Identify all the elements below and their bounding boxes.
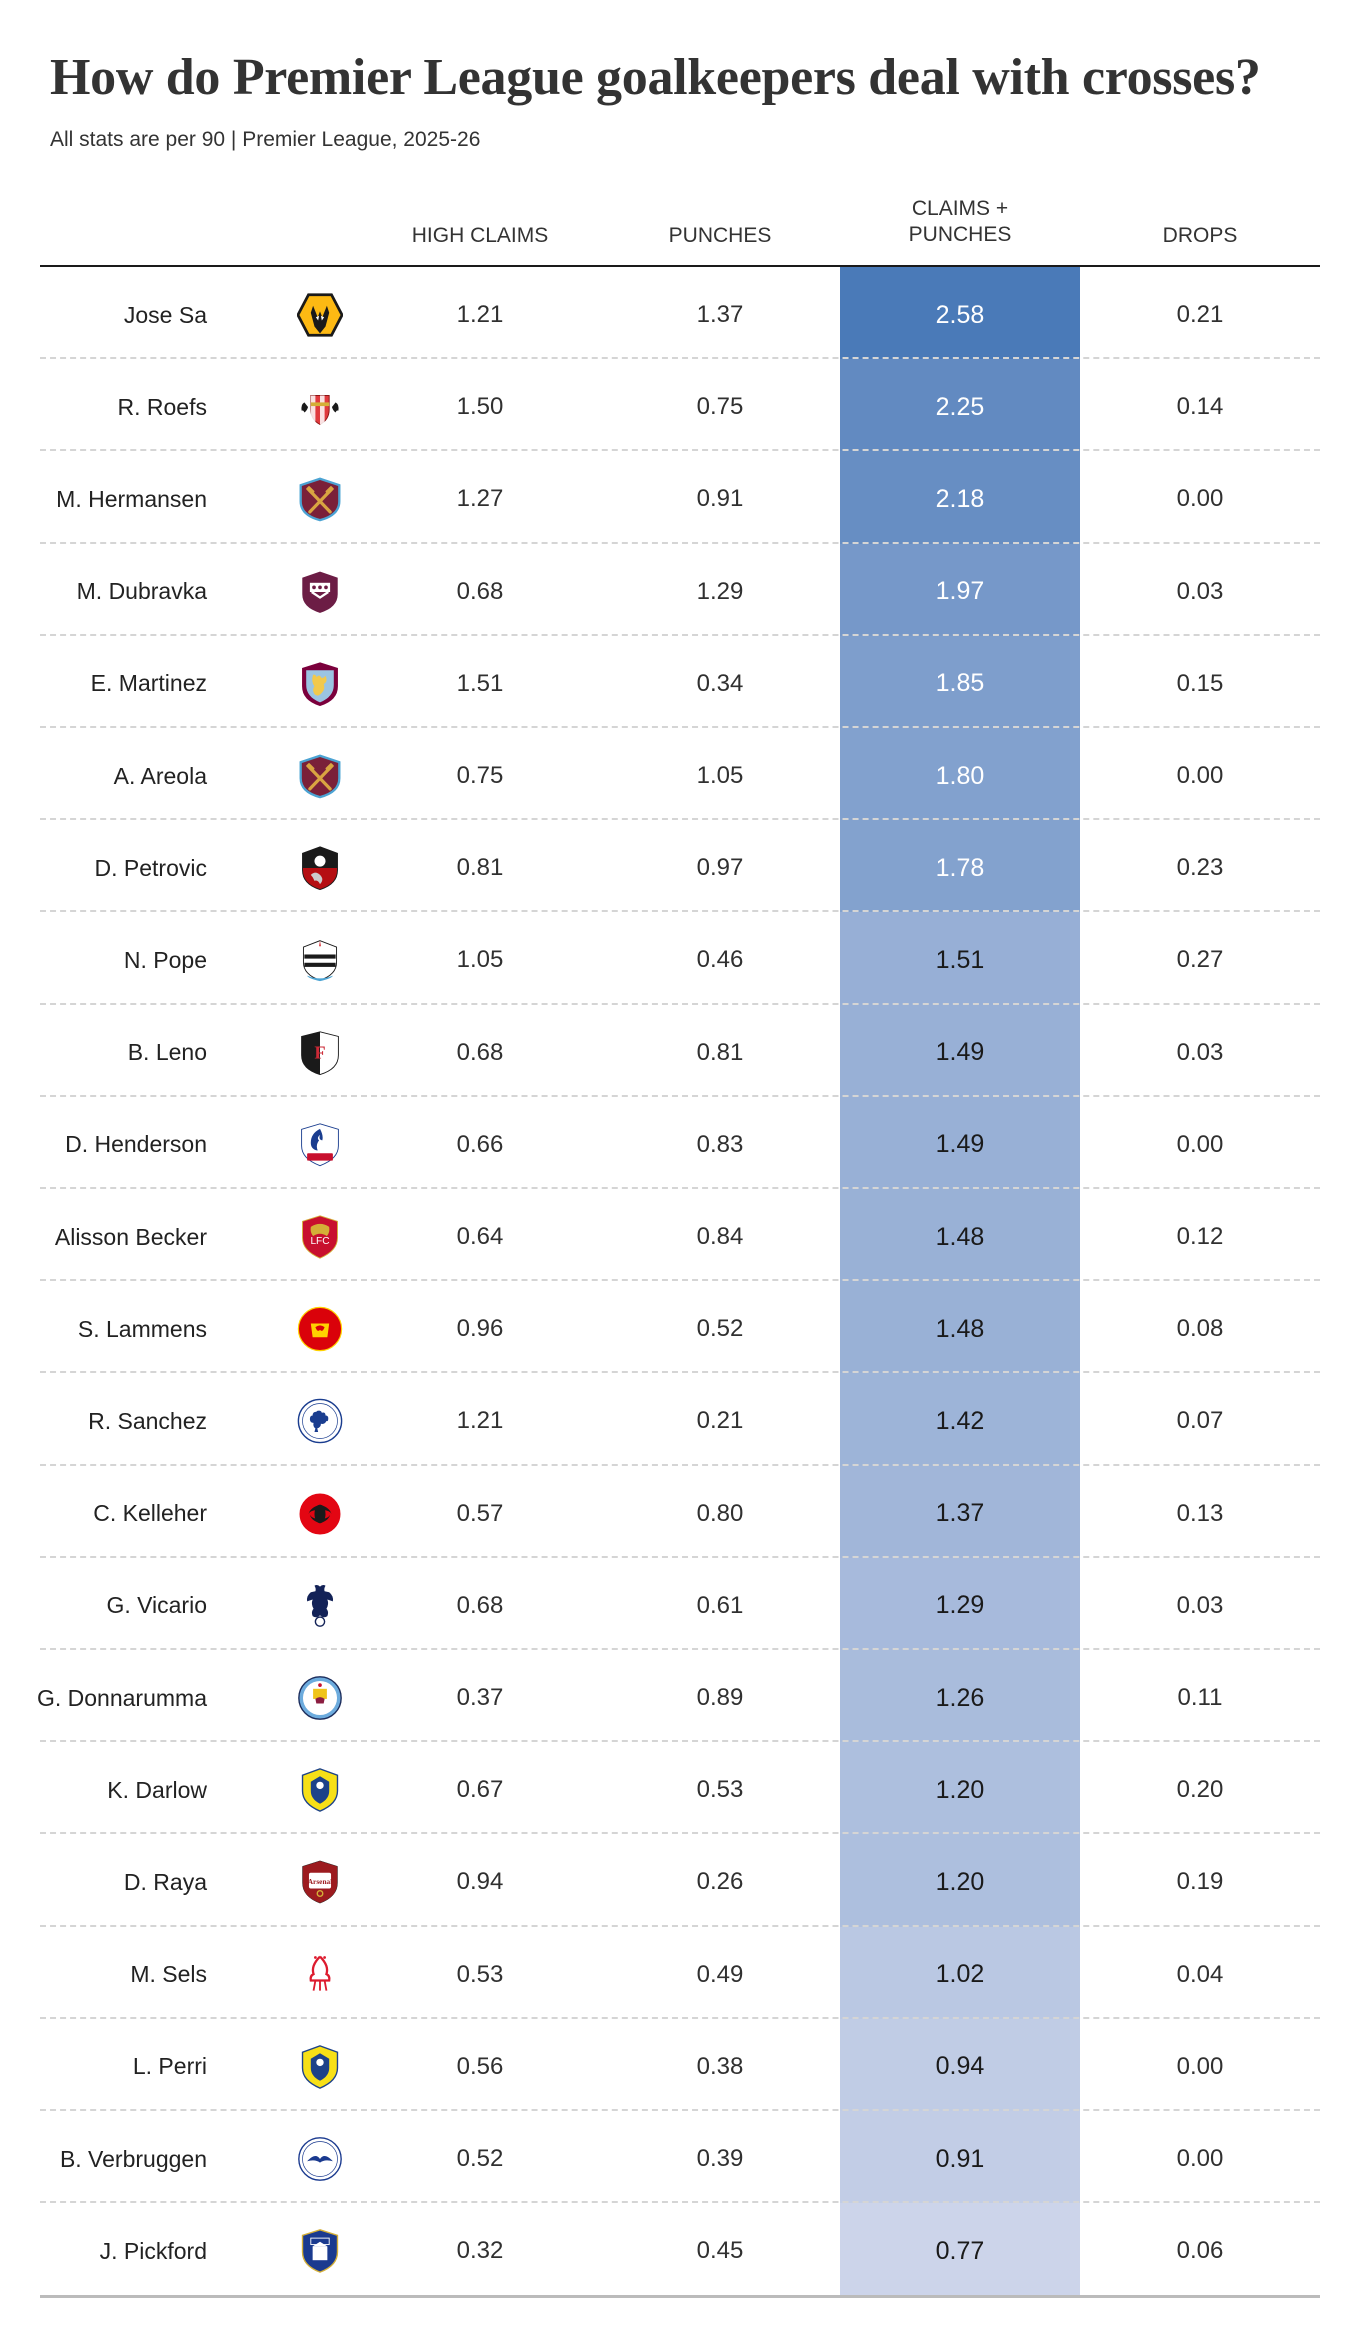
svg-text:LFC: LFC [310,1236,329,1247]
svg-text:Arsenal: Arsenal [308,1877,333,1886]
svg-text:F: F [314,1042,325,1062]
